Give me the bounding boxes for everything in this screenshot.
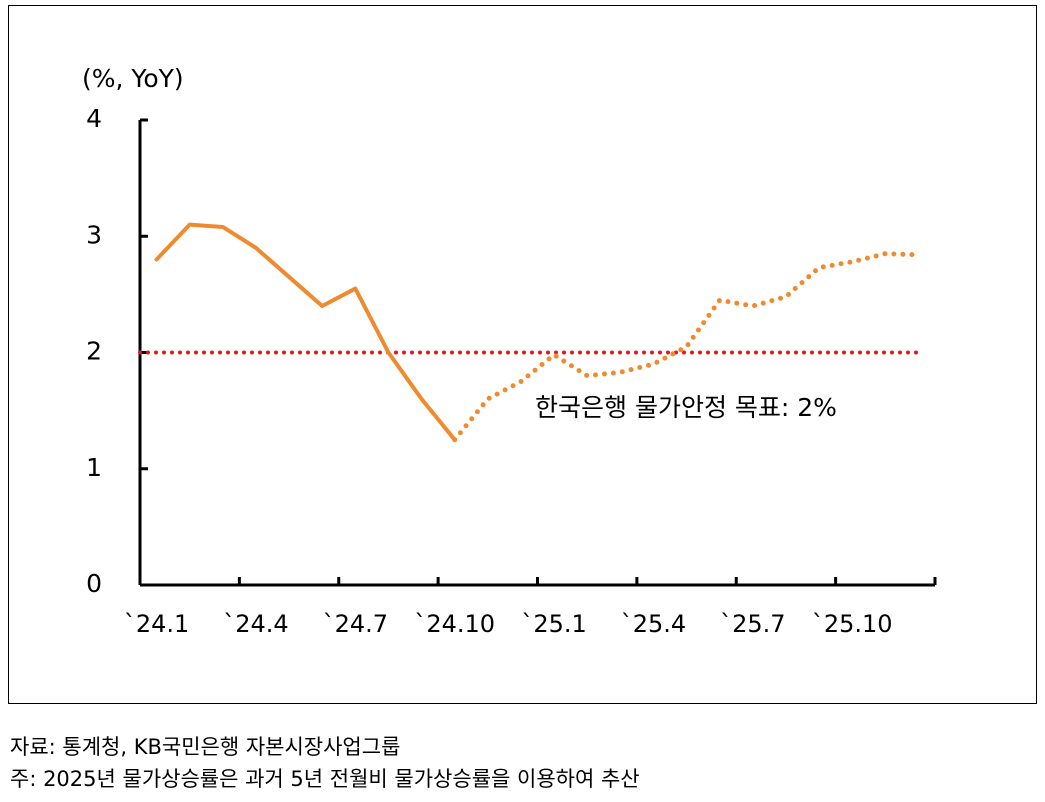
y-tick-label: 0: [86, 569, 102, 598]
chart-frame: [8, 5, 1037, 704]
y-tick-label: 4: [86, 104, 102, 133]
series-line: [452, 251, 921, 443]
y-axis-label: (%, YoY): [82, 64, 184, 93]
source-note: 자료: 통계청, KB국민은행 자본시장사업그룹: [10, 735, 400, 759]
footnote: 주: 2025년 물가상승률은 과거 5년 전월비 물가상승률을 이용하여 추산: [10, 767, 640, 791]
x-tick-label: `24.4: [223, 610, 288, 638]
x-tick-label: `24.10: [414, 610, 495, 638]
y-tick-label: 2: [86, 337, 102, 366]
x-tick-label: `24.7: [323, 610, 388, 638]
target-label: 한국은행 물가안정 목표: 2%: [535, 393, 837, 422]
series-line: [154, 222, 457, 442]
x-tick-label: `24.1: [124, 610, 189, 638]
y-tick-label: 1: [86, 453, 102, 482]
y-tick-label: 3: [86, 220, 102, 249]
x-tick-label: `25.4: [621, 610, 686, 638]
x-tick-label: `25.1: [521, 610, 586, 638]
x-tick-label: `25.7: [720, 610, 785, 638]
x-tick-label: `25.10: [812, 610, 893, 638]
